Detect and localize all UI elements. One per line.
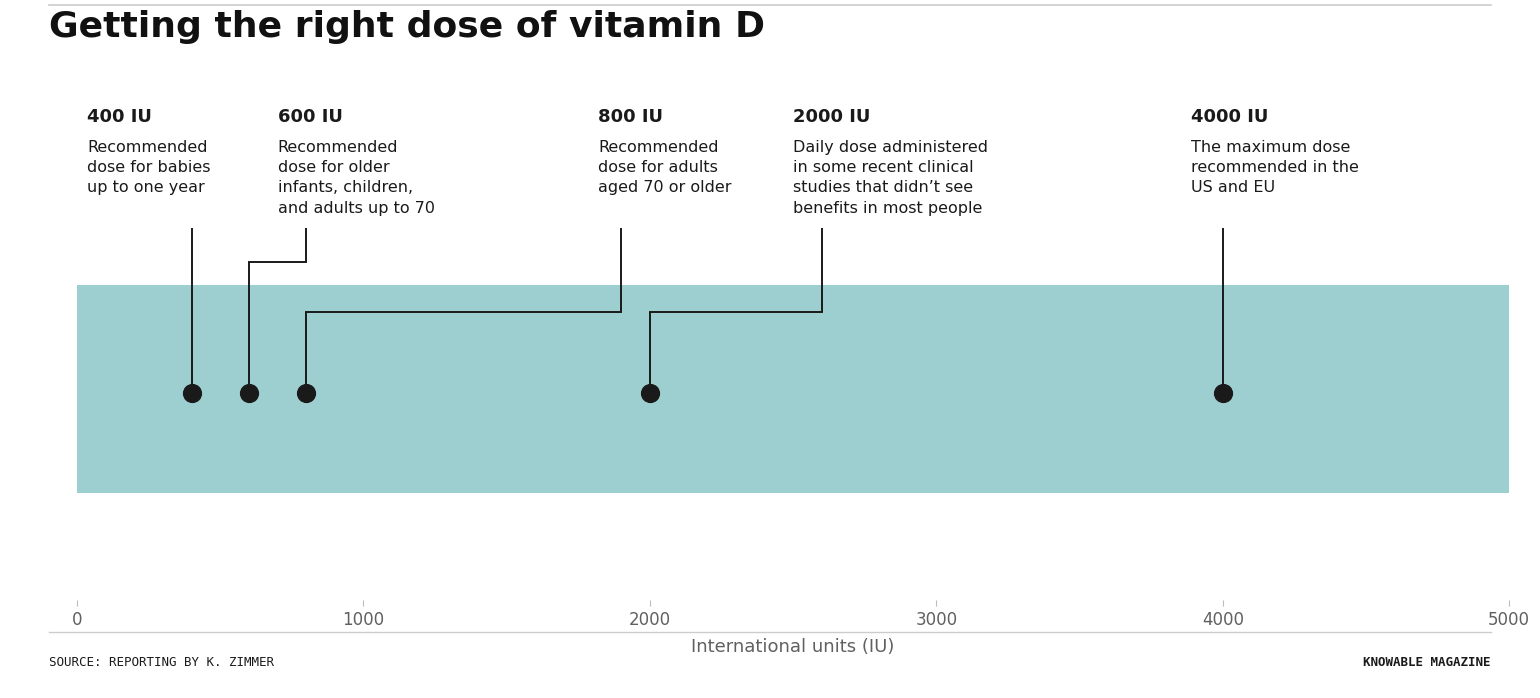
Text: Recommended
dose for adults
aged 70 or older: Recommended dose for adults aged 70 or o…: [599, 140, 732, 195]
Text: 400 IU: 400 IU: [88, 108, 152, 126]
Point: [638, 387, 662, 399]
Text: 2000 IU: 2000 IU: [793, 108, 870, 126]
Point: [179, 387, 203, 399]
Point: [237, 387, 262, 399]
Text: KNOWABLE MAGAZINE: KNOWABLE MAGAZINE: [1363, 656, 1491, 669]
Text: 600 IU: 600 IU: [277, 108, 342, 126]
Text: 800 IU: 800 IU: [599, 108, 664, 126]
Text: Getting the right dose of vitamin D: Getting the right dose of vitamin D: [49, 10, 765, 45]
Text: The maximum dose
recommended in the
US and EU: The maximum dose recommended in the US a…: [1192, 140, 1360, 195]
Text: SOURCE: REPORTING BY K. ZIMMER: SOURCE: REPORTING BY K. ZIMMER: [49, 656, 274, 669]
Point: [294, 387, 319, 399]
Text: Daily dose administered
in some recent clinical
studies that didn’t see
benefits: Daily dose administered in some recent c…: [793, 140, 989, 216]
X-axis label: International units (IU): International units (IU): [691, 638, 895, 655]
Point: [1210, 387, 1235, 399]
Text: Recommended
dose for older
infants, children,
and adults up to 70: Recommended dose for older infants, chil…: [277, 140, 434, 216]
Text: Recommended
dose for babies
up to one year: Recommended dose for babies up to one ye…: [88, 140, 211, 195]
Text: 4000 IU: 4000 IU: [1192, 108, 1269, 126]
Bar: [77, 285, 1509, 493]
